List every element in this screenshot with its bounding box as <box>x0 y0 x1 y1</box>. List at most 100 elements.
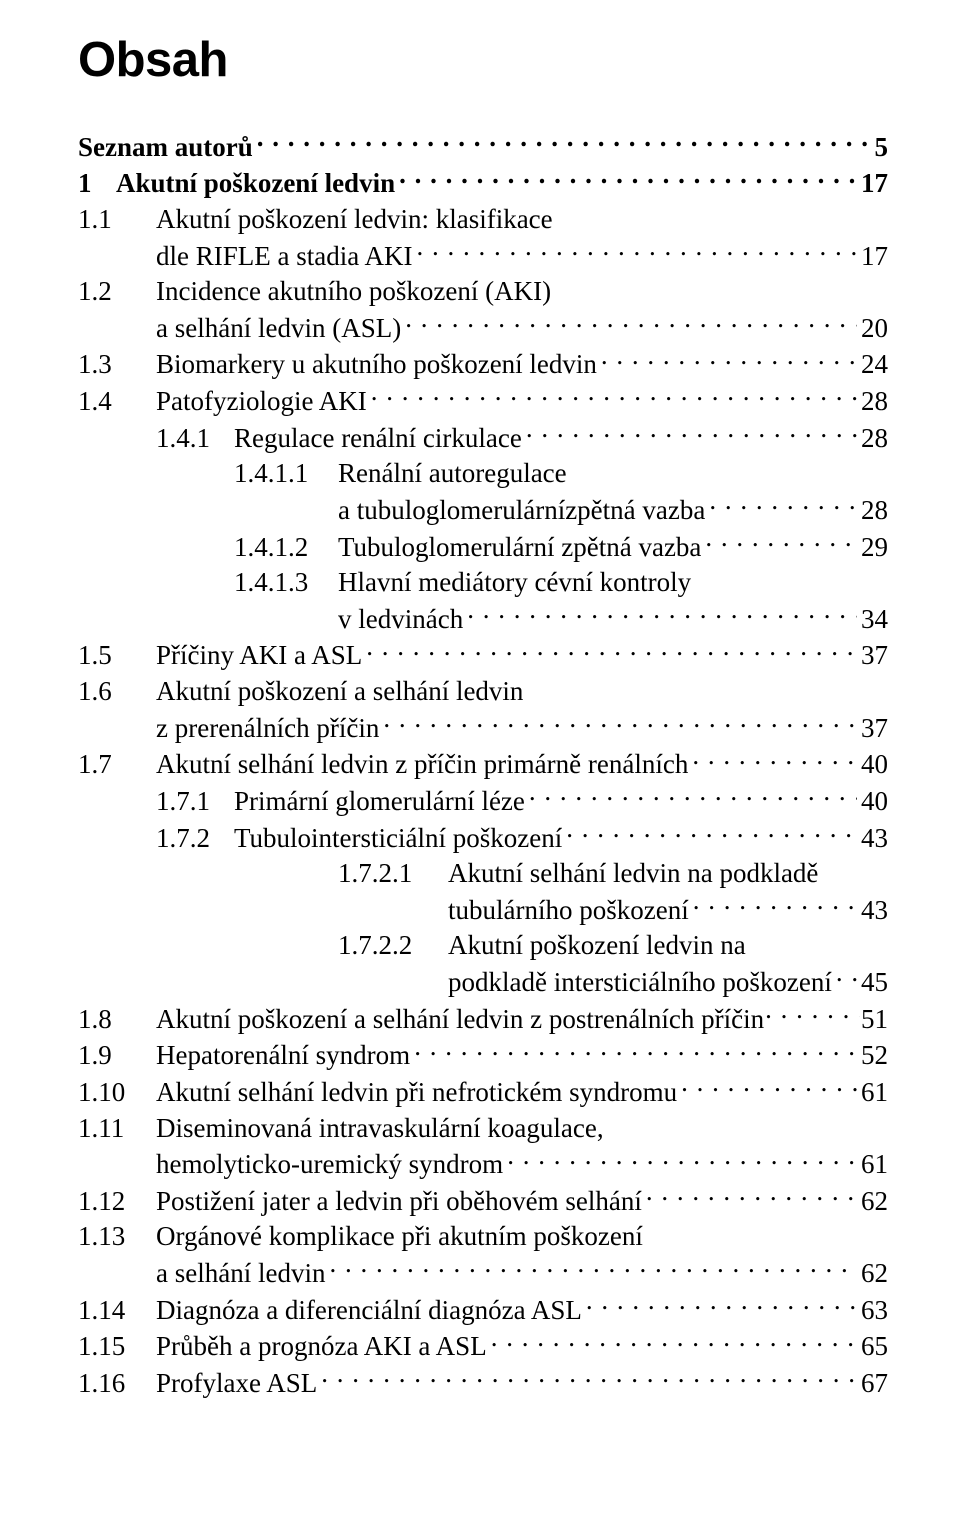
toc-entry: 1.13Orgánové komplikace při akutním pošk… <box>78 1219 888 1255</box>
toc-number: 1.9 <box>78 1038 156 1074</box>
toc-leader-dots <box>507 1146 857 1173</box>
toc-entry: 1.3Biomarkery u akutního poškození ledvi… <box>78 346 888 383</box>
toc-label: Příčiny AKI a ASL <box>156 638 362 674</box>
toc-leader-dots <box>371 383 857 410</box>
toc-label: Biomarkery u akutního poškození ledvin <box>156 347 597 383</box>
toc-label: Patofyziologie AKI <box>156 384 367 420</box>
toc-entry: 1.4.1.2Tubuloglomerulární zpětná vazba 29 <box>78 529 888 566</box>
toc-label-cont: dle RIFLE a stadia AKI <box>156 239 412 275</box>
toc-label: Renální autoregulace <box>338 456 567 492</box>
toc-leader-dots <box>646 1183 857 1210</box>
toc-label-cont: podkladě intersticiálního poškození <box>448 965 832 1001</box>
toc-page-number: 62 <box>861 1184 888 1220</box>
toc-number: 1.1 <box>78 202 156 238</box>
toc-label: Akutní poškození ledvin na <box>448 928 746 964</box>
toc-number: 1.11 <box>78 1111 156 1147</box>
toc-entry: 1.7.2.1Akutní selhání ledvin na podkladě <box>78 856 888 892</box>
toc-number: 1.4.1 <box>78 421 234 457</box>
toc-label: Akutní poškození a selhání ledvin <box>156 674 523 710</box>
toc-page-number: 5 <box>875 130 889 166</box>
toc-label: Průběh a prognóza AKI a ASL <box>156 1329 487 1365</box>
toc-number: 1.7.2.1 <box>78 856 448 892</box>
toc-leader-dots <box>765 1001 860 1028</box>
toc-page-number: 63 <box>861 1293 888 1329</box>
toc-entry: 1.10Akutní selhání ledvin při nefrotické… <box>78 1074 888 1111</box>
toc-number: 1.7.1 <box>78 784 234 820</box>
toc-leader-dots <box>601 346 857 373</box>
toc-page-number: 65 <box>861 1329 888 1365</box>
toc-leader-dots <box>321 1365 857 1392</box>
toc-page-number: 28 <box>861 384 888 420</box>
toc-entry-continuation: podkladě intersticiálního poškození45 <box>78 964 888 1001</box>
toc-entry-continuation: a tubuloglomerulárnízpětná vazba28 <box>78 492 888 529</box>
toc-entry-continuation: tubulárního poškození 43 <box>78 892 888 929</box>
toc-entry-continuation: a selhání ledvin (ASL)20 <box>78 310 888 347</box>
toc-label-cont: z prerenálních příčin <box>156 711 379 747</box>
toc-entry-continuation: v ledvinách 34 <box>78 601 888 638</box>
toc-entry-continuation: dle RIFLE a stadia AKI17 <box>78 238 888 275</box>
toc-entry: 1.14Diagnóza a diferenciální diagnóza AS… <box>78 1292 888 1329</box>
toc-number: 1.13 <box>78 1219 156 1255</box>
toc-entry: 1.7.1Primární glomerulární léze40 <box>78 783 888 820</box>
toc-page-number: 61 <box>861 1075 888 1111</box>
toc-label: Hlavní mediátory cévní kontroly <box>338 565 691 601</box>
toc-entry-continuation: a selhání ledvin62 <box>78 1255 888 1292</box>
toc-leader-dots <box>399 165 857 192</box>
toc-label: Primární glomerulární léze <box>234 784 525 820</box>
toc-label-cont: tubulárního poškození <box>448 893 689 929</box>
toc-entry: 1.5Příčiny AKI a ASL37 <box>78 637 888 674</box>
toc-page-number: 40 <box>861 747 888 783</box>
toc-number: 1 <box>78 166 116 202</box>
toc-entry: 1.6Akutní poškození a selhání ledvin <box>78 674 888 710</box>
toc-number: 1.7.2.2 <box>78 928 448 964</box>
toc-entry: 1Akutní poškození ledvin 17 <box>78 165 888 202</box>
toc-number: 1.4 <box>78 384 156 420</box>
toc-page-number: 43 <box>861 893 888 929</box>
toc-leader-dots <box>467 601 857 628</box>
toc-leader-dots <box>366 637 857 664</box>
toc-label: Diagnóza a diferenciální diagnóza ASL <box>156 1293 582 1329</box>
toc-leader-dots <box>405 310 857 337</box>
toc-leader-dots <box>693 892 857 919</box>
toc-label-cont: a selhání ledvin (ASL) <box>156 311 401 347</box>
toc-page-number: 61 <box>861 1147 888 1183</box>
toc-page-number: 37 <box>861 711 888 747</box>
toc-entry: 1.7Akutní selhání ledvin z příčin primár… <box>78 746 888 783</box>
toc-label: Profylaxe ASL <box>156 1366 317 1402</box>
toc-leader-dots <box>836 964 857 991</box>
toc-number: 1.4.1.3 <box>78 565 338 601</box>
toc-leader-dots <box>526 420 857 447</box>
toc-page-number: 28 <box>861 493 888 529</box>
toc-leader-dots <box>692 746 857 773</box>
toc-label: Seznam autorů <box>78 130 253 166</box>
toc-label: Tubulointersticiální poškození <box>234 821 562 857</box>
toc-number: 1.15 <box>78 1329 156 1365</box>
toc-entry: 1.2Incidence akutního poškození (AKI) <box>78 274 888 310</box>
toc-number: 1.8 <box>78 1002 156 1038</box>
toc-label-cont: hemolyticko-uremický syndrom <box>156 1147 503 1183</box>
toc-page-number: 28 <box>861 421 888 457</box>
toc-label: Postižení jater a ledvin při oběhovém se… <box>156 1184 642 1220</box>
toc-page-number: 34 <box>861 602 888 638</box>
page-title: Obsah <box>78 28 888 93</box>
toc-label: Incidence akutního poškození (AKI) <box>156 274 551 310</box>
toc-entry: 1.12Postižení jater a ledvin při oběhové… <box>78 1183 888 1220</box>
toc-entry: 1.7.2.2Akutní poškození ledvin na <box>78 928 888 964</box>
toc-number: 1.4.1.1 <box>78 456 338 492</box>
toc-leader-dots <box>383 710 857 737</box>
toc-label: Akutní poškození ledvin <box>116 166 395 202</box>
toc-page-number: 17 <box>861 166 888 202</box>
toc-number: 1.3 <box>78 347 156 383</box>
toc-label: Akutní poškození a selhání ledvin z post… <box>156 1002 764 1038</box>
toc-leader-dots <box>491 1328 857 1355</box>
toc-page-number: 29 <box>861 530 888 566</box>
toc-label: Tubuloglomerulární zpětná vazba <box>338 530 701 566</box>
toc-number: 1.4.1.2 <box>78 530 338 566</box>
toc-entry: Seznam autorů 5 <box>78 129 888 166</box>
toc-label: Akutní selhání ledvin z příčin primárně … <box>156 747 688 783</box>
toc-entry: 1.16Profylaxe ASL67 <box>78 1365 888 1402</box>
toc-label-cont: v ledvinách <box>338 602 463 638</box>
toc-page-number: 24 <box>861 347 888 383</box>
toc-entry: 1.1Akutní poškození ledvin: klasifikace <box>78 202 888 238</box>
toc-page-number: 62 <box>861 1256 888 1292</box>
